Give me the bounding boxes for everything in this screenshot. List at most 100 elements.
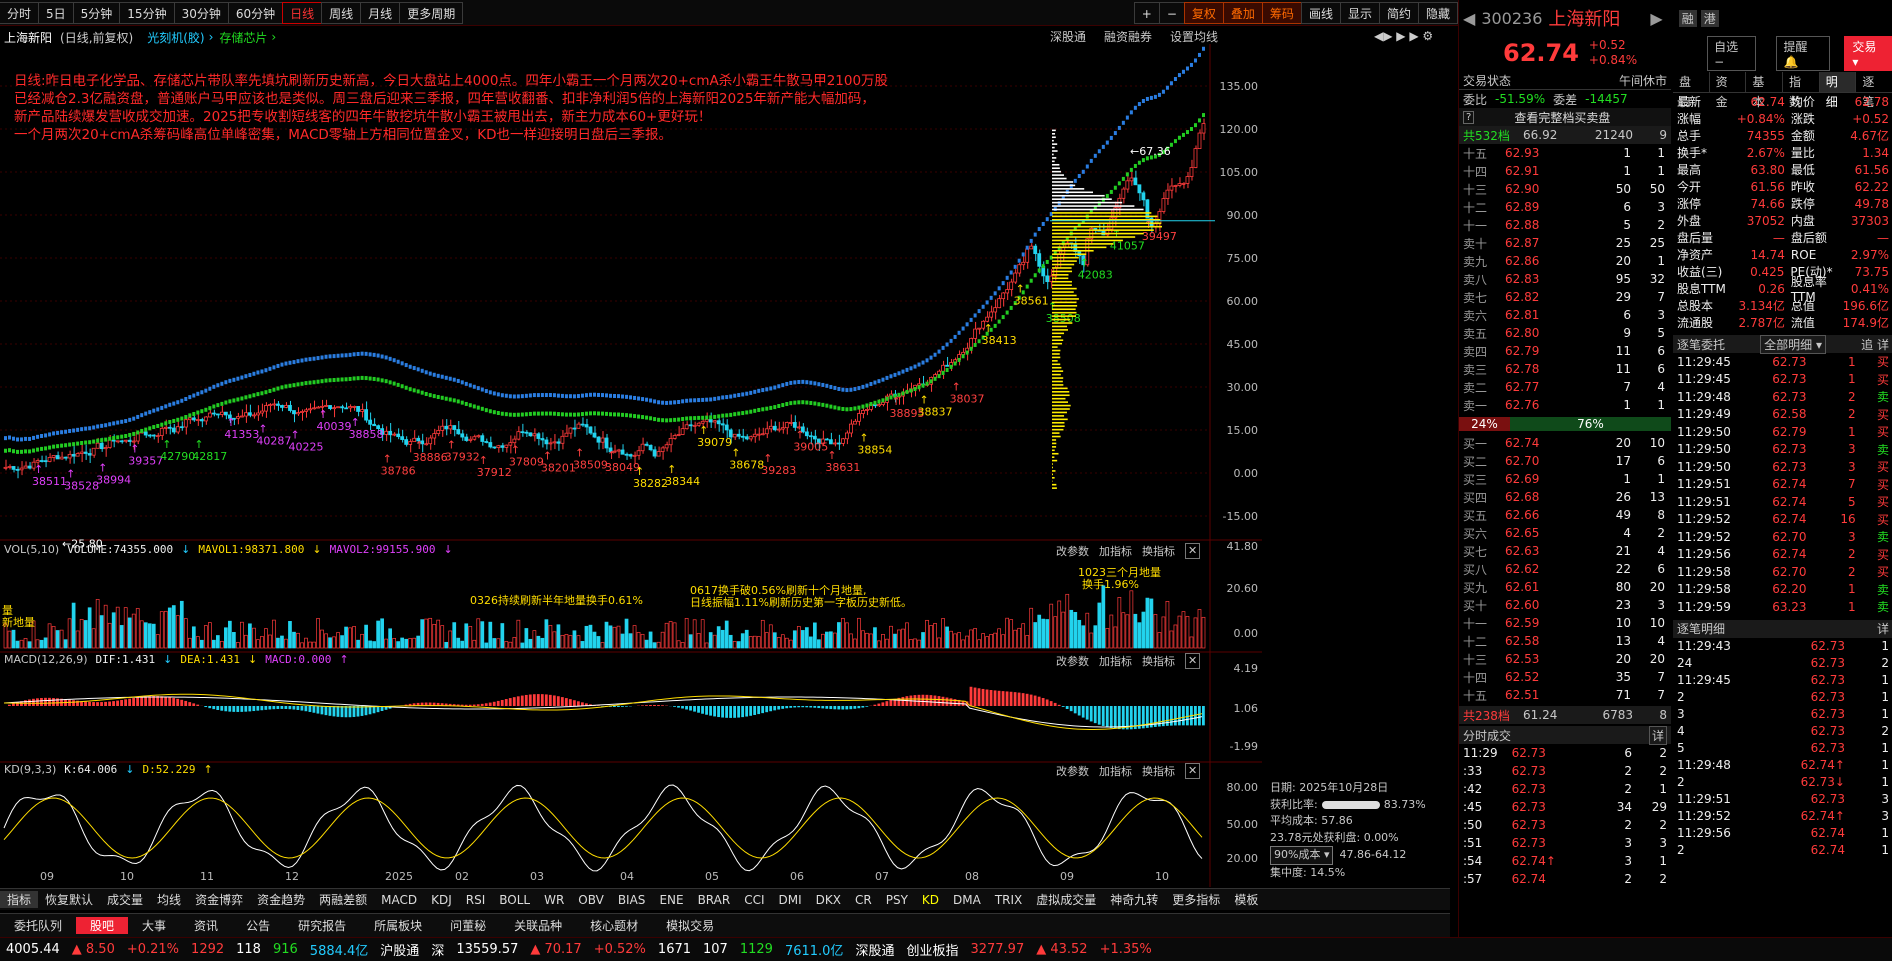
period-tab[interactable]: 更多周期 [399,1,464,24]
concept-tag-1[interactable]: 光刻机(胶) [147,30,205,45]
order-level[interactable]: 十五 62.93 1 1 [1459,144,1671,162]
indicator-tab[interactable]: BRAR [697,892,731,907]
tool-button[interactable]: 显示 [1339,1,1380,24]
detail-tab[interactable]: 盘口 [1673,72,1710,109]
bottom-tab[interactable]: 研究报告 [298,919,347,933]
bottom-tab[interactable]: 关联品种 [514,919,563,933]
tool-button[interactable]: 隐藏 [1417,1,1458,24]
tool-button[interactable]: + [1133,1,1160,24]
wt-select[interactable]: 全部明细 ▾ [1760,334,1826,354]
period-tab[interactable]: 日线 [282,1,323,24]
period-tab[interactable]: 30分钟 [173,1,229,24]
tool-button[interactable]: − [1158,1,1185,24]
tool-button[interactable]: 复权 [1183,1,1224,24]
indicator-tab[interactable]: TRIX [994,892,1023,907]
order-level[interactable]: 买十 62.60 23 3 [1459,596,1671,614]
order-level[interactable]: 十四 62.91 1 1 [1459,162,1671,180]
indicator-tab[interactable]: 更多指标 [1172,893,1221,907]
indicator-tab[interactable]: CCI [744,892,765,907]
indicator-tab[interactable]: 神奇九转 [1110,893,1159,907]
period-tab[interactable]: 60分钟 [227,1,284,24]
indicator-tab[interactable]: 资金趋势 [257,893,306,907]
order-level[interactable]: 十一 62.88 5 2 [1459,216,1671,234]
zb-detail-button[interactable]: 详 [1876,622,1889,636]
macd-swap-indicator[interactable]: 换指标 [1142,655,1175,668]
order-level[interactable]: 买四 62.68 26 13 [1459,488,1671,506]
order-level[interactable]: 买一 62.74 20 10 [1459,434,1671,452]
full-book-button[interactable]: 查看完整档买卖盘 [1514,110,1611,125]
watchlist-button[interactable]: 自选 − [1707,35,1757,71]
order-level[interactable]: 卖五 62.80 9 5 [1459,324,1671,342]
indicator-tab[interactable]: 成交量 [107,893,144,907]
close-icon[interactable]: ✕ [1185,543,1201,559]
indicator-tab[interactable]: BOLL [499,892,531,907]
order-level[interactable]: 买三 62.69 1 1 [1459,470,1671,488]
indicator-tab[interactable]: 资金博弈 [195,893,244,907]
order-level[interactable]: 十二 62.89 6 3 [1459,198,1671,216]
vol-change-param[interactable]: 改参数 [1056,545,1089,558]
period-tab[interactable]: 5日 [38,1,74,24]
indicator-tab[interactable]: 两融差额 [319,893,368,907]
bottom-tab[interactable]: 所属板块 [374,919,423,933]
detail-tab[interactable]: 基本 [1746,72,1784,109]
indicator-tab[interactable]: DMI [778,892,802,907]
kd-swap-indicator[interactable]: 换指标 [1142,765,1175,778]
order-level[interactable]: 买九 62.61 80 20 [1459,578,1671,596]
period-tab[interactable]: 分时 [0,1,40,24]
order-level[interactable]: 十三 62.90 50 50 [1459,180,1671,198]
close-icon[interactable]: ✕ [1185,653,1201,669]
order-level[interactable]: 卖三 62.78 11 6 [1459,360,1671,378]
indicator-tab[interactable]: BIAS [617,892,646,907]
chart-nav-icons[interactable]: ◀▶ ▶ ▶ ⚙ [1374,29,1434,43]
order-level[interactable]: 十三 62.53 20 20 [1459,650,1671,668]
link-hk[interactable]: 深股通 [1050,30,1087,44]
detail-tab[interactable]: 指数 [1783,72,1820,109]
order-level[interactable]: 卖十 62.87 25 25 [1459,234,1671,252]
order-level[interactable]: 卖一 62.76 1 1 [1459,396,1671,414]
tool-button[interactable]: 筹码 [1261,1,1302,24]
wt-follow-button[interactable]: 追 [1861,337,1874,352]
indicator-tab[interactable]: DKX [815,892,841,907]
bottom-tab[interactable]: 委托队列 [14,919,63,933]
order-level[interactable]: 卖八 62.83 95 32 [1459,270,1671,288]
indicator-tab[interactable]: DMA [953,892,981,907]
indicator-tab[interactable]: KDJ [431,892,452,907]
next-stock-icon[interactable]: ▶ [1650,8,1663,28]
bottom-tab[interactable]: 股吧 [76,917,129,934]
detail-tab[interactable]: 明细 [1819,72,1857,109]
help-icon[interactable]: ? [1463,110,1475,124]
concept-tag-2[interactable]: 存储芯片 [219,30,268,45]
order-level[interactable]: 十四 62.52 35 7 [1459,668,1671,686]
order-level[interactable]: 卖七 62.82 29 7 [1459,288,1671,306]
indicator-tab[interactable]: ENE [659,892,684,907]
order-level[interactable]: 十五 62.51 71 7 [1459,686,1671,704]
indicator-tab[interactable]: RSI [465,892,486,907]
indicator-tab[interactable]: 虚拟成交量 [1036,893,1097,907]
detail-tab[interactable]: 逐笔 [1856,72,1892,109]
order-level[interactable]: 买七 62.63 21 4 [1459,542,1671,560]
bottom-tab[interactable]: 核心题材 [590,919,639,933]
period-tab[interactable]: 15分钟 [119,1,175,24]
tool-button[interactable]: 画线 [1300,1,1341,24]
kd-change-param[interactable]: 改参数 [1056,765,1089,778]
bottom-tab[interactable]: 资讯 [194,919,219,933]
close-icon[interactable]: ✕ [1185,763,1201,779]
period-tab[interactable]: 周线 [321,1,362,24]
indicator-tab[interactable]: MACD [381,892,418,907]
indicator-tab[interactable]: CR [855,892,872,907]
bottom-tab[interactable]: 公告 [246,919,271,933]
detail-tab[interactable]: 资金 [1710,72,1747,109]
macd-change-param[interactable]: 改参数 [1056,655,1089,668]
bottom-tab[interactable]: 模拟交易 [666,919,715,933]
wt-detail-button[interactable]: 详 [1876,337,1889,352]
order-level[interactable]: 买六 62.65 4 2 [1459,524,1671,542]
link-margin[interactable]: 融资融券 [1104,30,1153,44]
order-level[interactable]: 十二 62.58 13 4 [1459,632,1671,650]
order-level[interactable]: 买二 62.70 17 6 [1459,452,1671,470]
order-level[interactable]: 卖四 62.79 11 6 [1459,342,1671,360]
indicator-tab[interactable]: KD [921,892,940,907]
bottom-tab[interactable]: 大事 [142,919,167,933]
order-level[interactable]: 卖九 62.86 20 1 [1459,252,1671,270]
indicator-tab[interactable]: OBV [578,892,604,907]
indicator-tab[interactable]: PSY [885,892,908,907]
